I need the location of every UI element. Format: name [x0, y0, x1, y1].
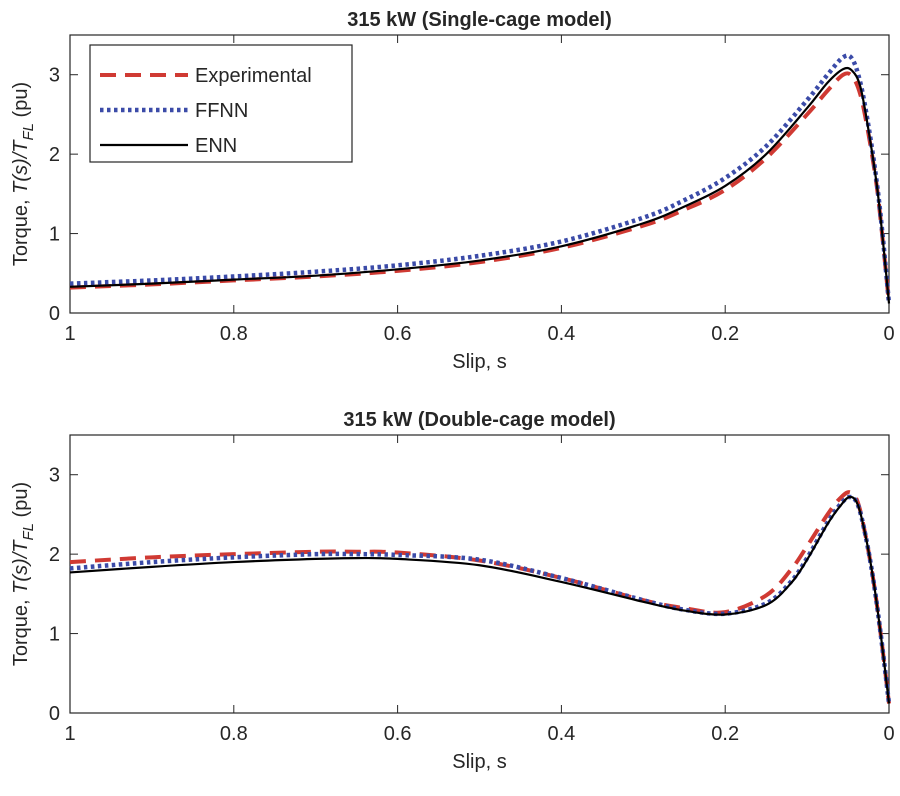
- y-label-ratio: T(s)/T: [10, 139, 32, 194]
- x-tick-label: 0.4: [547, 323, 575, 345]
- x-tick-label: 0.6: [384, 723, 412, 745]
- y-label-prefix: Torque,: [10, 194, 32, 266]
- y-label-subscript: FL: [20, 523, 37, 541]
- chart-title: 315 kW (Single-cage model): [347, 9, 612, 31]
- series-line-ffnn: [69, 494, 892, 704]
- y-label-ratio: T(s)/T: [10, 539, 32, 594]
- y-label-suffix: (pu): [10, 482, 32, 523]
- x-tick-label: 0.2: [711, 323, 739, 345]
- series-line-enn: [69, 495, 891, 704]
- legend-label: ENN: [195, 135, 237, 157]
- x-tick-label: 0.2: [711, 723, 739, 745]
- chart-title: 315 kW (Double-cage model): [343, 409, 615, 431]
- x-tick-label: 0: [883, 723, 894, 745]
- legend: Experimental FFNN ENN: [89, 44, 353, 163]
- x-tick-label: 0: [883, 323, 894, 345]
- x-tick-label: 0.6: [384, 323, 412, 345]
- series-line-ffnn: [69, 53, 892, 304]
- x-tick-label: 1: [64, 323, 75, 345]
- legend-label: FFNN: [195, 100, 248, 122]
- y-axis-label: Torque, T(s)/TFL (pu): [10, 82, 37, 266]
- y-tick-label: 2: [49, 544, 60, 566]
- y-label-subscript: FL: [20, 123, 37, 141]
- x-tick-label: 0.8: [220, 323, 248, 345]
- plot-area: [69, 434, 890, 714]
- y-tick-label: 2: [49, 144, 60, 166]
- y-tick-label: 3: [49, 65, 60, 87]
- series-line-enn: [69, 66, 891, 304]
- y-label-prefix: Torque,: [10, 594, 32, 666]
- legend-box: [89, 44, 353, 163]
- x-axis-label: Slip, s: [452, 351, 506, 373]
- x-tick-label: 0.4: [547, 723, 575, 745]
- x-tick-label: 1: [64, 723, 75, 745]
- x-tick-label: 0.8: [220, 723, 248, 745]
- y-label-suffix: (pu): [10, 82, 32, 123]
- y-tick-label: 1: [49, 224, 60, 246]
- x-axis-label: Slip, s: [452, 751, 506, 773]
- legend-label: Experimental: [195, 65, 312, 87]
- y-tick-label: 3: [49, 465, 60, 487]
- y-axis-label: Torque, T(s)/TFL (pu): [10, 482, 37, 666]
- y-tick-label: 1: [49, 624, 60, 646]
- y-tick-label: 0: [49, 303, 60, 325]
- y-tick-label: 0: [49, 703, 60, 725]
